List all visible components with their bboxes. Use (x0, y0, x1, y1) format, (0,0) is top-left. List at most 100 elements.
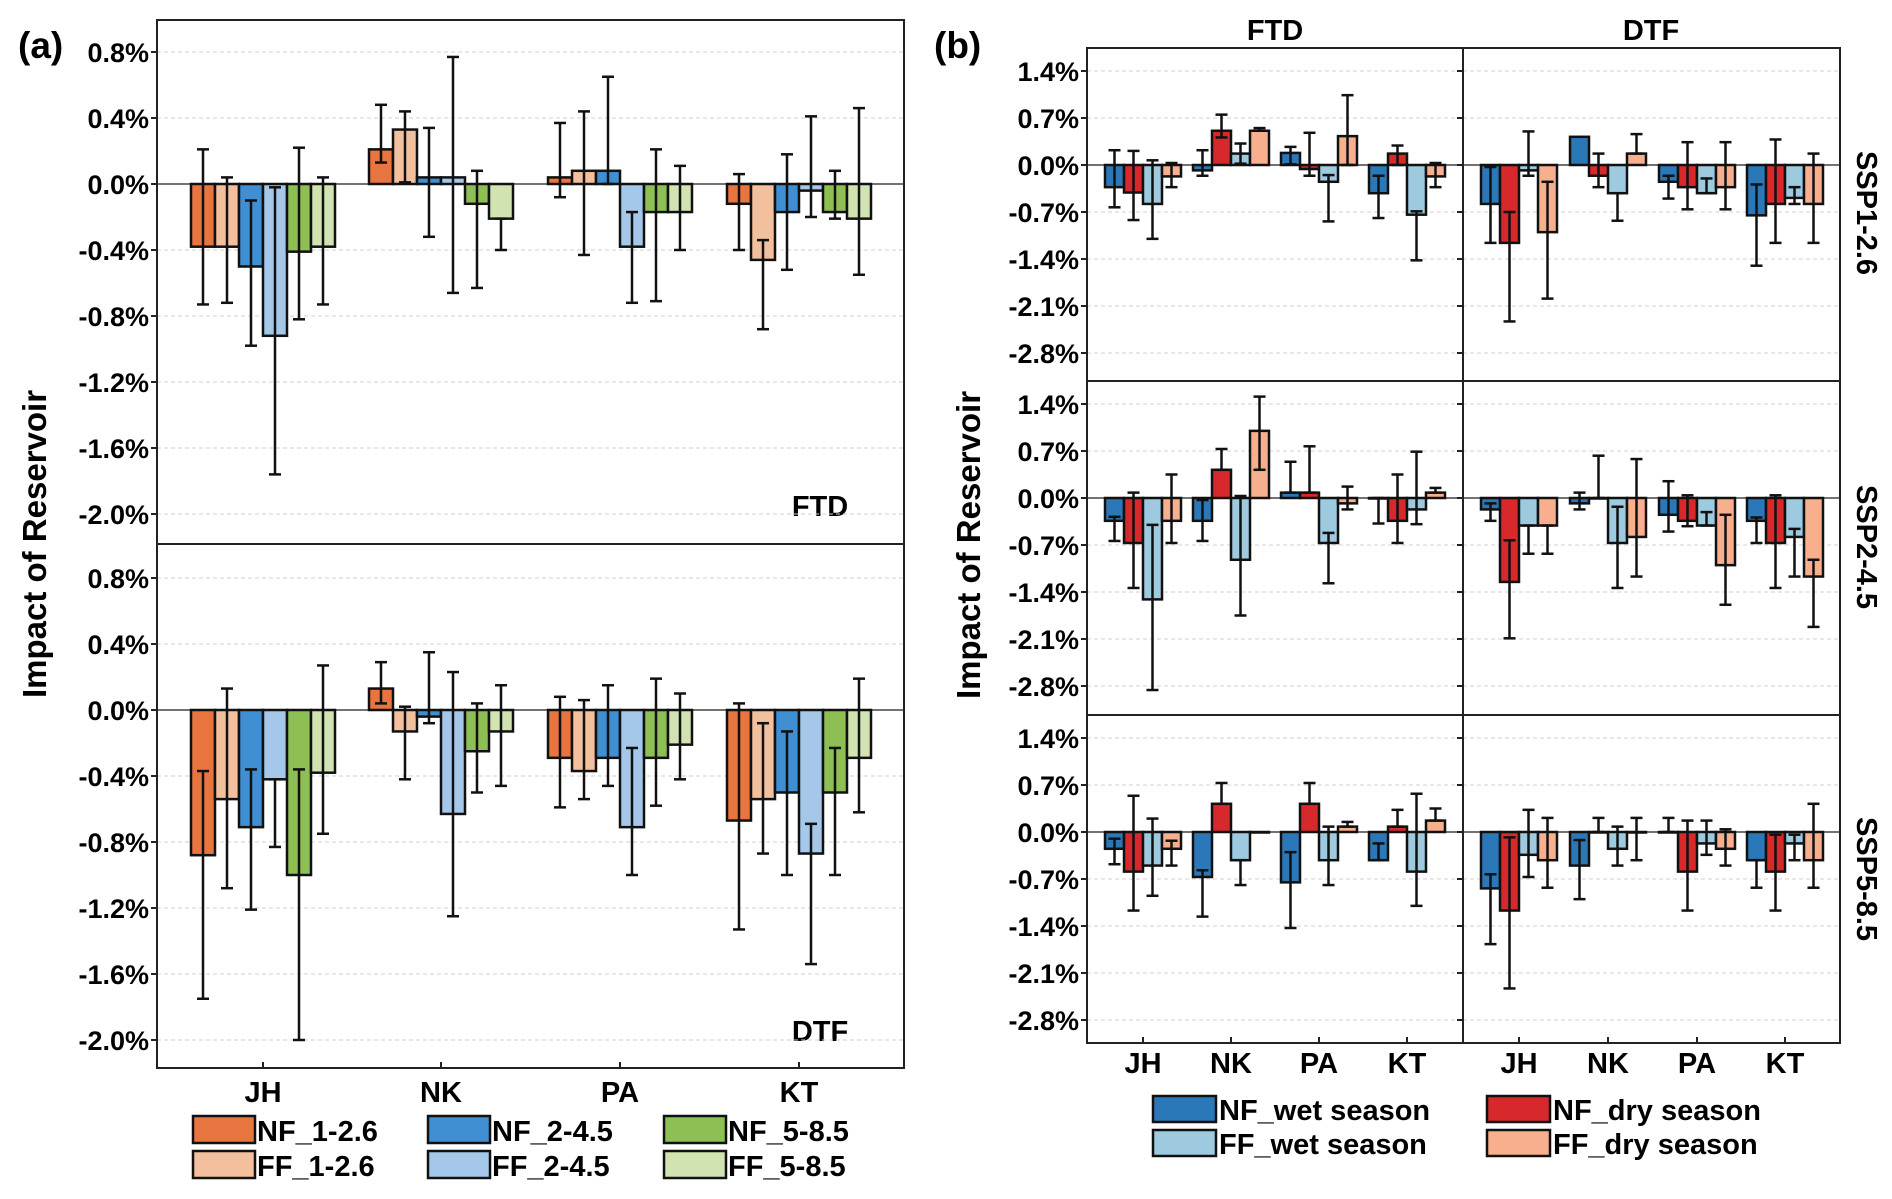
error-bar (197, 769, 209, 1000)
error-bar (1234, 858, 1247, 887)
subplot-dtf: 0.8% 0.4% 0.0% -0.4% -0.8% -1.2% -1.6% -2.0% (78, 564, 904, 1056)
legend-swatch-nf-dry (1485, 1094, 1552, 1124)
error-bar (733, 172, 745, 252)
error-bar (1611, 505, 1624, 590)
panel-b-row-title-ssp5: SSP5-8.5 (1850, 817, 1882, 941)
error-bar (1146, 817, 1159, 898)
error-bar (650, 148, 662, 303)
error-bar (650, 677, 662, 807)
error-bar (1700, 177, 1713, 195)
error-bar (1484, 165, 1497, 245)
legend-swatch-nf-1-2.6 (191, 1114, 257, 1145)
error-bar (602, 75, 614, 186)
error-bar (733, 702, 745, 931)
error-bar (554, 695, 566, 809)
y-tick-label: -0.7% (1008, 531, 1079, 561)
error-bar (1196, 869, 1209, 918)
error-bar (1662, 816, 1675, 834)
error-bar (626, 210, 638, 305)
bar (1536, 496, 1559, 527)
subplot-ftd: 0.8% 0.4% 0.0% -0.4% -0.8% -1.2% -1.6% -2.0% (78, 38, 904, 530)
error-bar (1391, 144, 1404, 167)
y-tick-label: 0.4% (87, 104, 149, 134)
y-tick-label: 0.0% (87, 170, 149, 200)
error-bar (423, 126, 435, 239)
y-tick-label: 0.4% (87, 630, 149, 660)
panel-a-ftd-label: FTD (792, 491, 848, 523)
y-tick-label: -2.8% (1008, 672, 1079, 702)
error-bar (447, 55, 459, 295)
y-tick-label: 1.4% (1017, 724, 1079, 754)
error-bar (829, 746, 841, 877)
legend-label: FF_wet season (1219, 1129, 1427, 1161)
legend-swatch-ff-5-8.5 (662, 1149, 728, 1180)
y-tick-label: -1.4% (1008, 245, 1079, 275)
error-bar (1234, 142, 1247, 165)
error-bar (1322, 173, 1335, 223)
bar (261, 708, 289, 781)
error-bar (1769, 494, 1782, 590)
error-bar (1196, 148, 1209, 177)
y-tick-label: -2.1% (1008, 292, 1079, 322)
y-tick-label: 0.0% (1017, 151, 1079, 181)
error-bar (1108, 837, 1121, 866)
panel-b-label: (b) (934, 25, 981, 66)
subplot-ssp5-8.5-dtf (1457, 737, 1840, 1021)
error-bar (1681, 140, 1694, 211)
error-bar (269, 778, 281, 849)
x-tick-label: JH (1500, 1048, 1537, 1080)
error-bar (1630, 816, 1643, 862)
error-bar (221, 687, 233, 890)
y-tick-label: -2.1% (1008, 959, 1079, 989)
legend-label: NF_5-8.5 (728, 1116, 849, 1148)
legend-label: NF_dry season (1553, 1095, 1761, 1127)
error-bar (1108, 515, 1121, 543)
x-tick-label: NK (1210, 1048, 1252, 1080)
error-bar (1503, 836, 1516, 990)
error-bar (1662, 174, 1675, 200)
y-tick-label: -1.4% (1008, 912, 1079, 942)
y-tick-label: 0.8% (87, 38, 149, 68)
error-bar (1484, 502, 1497, 523)
error-bar (674, 164, 686, 252)
legend-item: NF_2-4.5 (426, 1114, 613, 1148)
error-bar (1341, 93, 1354, 167)
legend-item: NF_1-2.6 (191, 1114, 378, 1148)
error-bar (554, 121, 566, 199)
error-bar (245, 768, 257, 911)
panel-a-y-axis-label: Impact of Reservoir (16, 390, 53, 698)
error-bar (1165, 473, 1178, 545)
error-bar (1303, 781, 1316, 806)
error-bar (1284, 460, 1297, 494)
error-bar (578, 110, 590, 257)
panel-b-plot-area: 1.4% 0.7% 0.0% -0.7% -1.4% -2.1% -2.8% 1.4% 0.7%… (1008, 47, 1841, 1080)
error-bar (1146, 159, 1159, 241)
error-bar (1719, 140, 1732, 211)
error-bar (1719, 513, 1732, 607)
legend-label: NF_2-4.5 (492, 1116, 613, 1148)
error-bar (1681, 494, 1694, 528)
bar (1517, 496, 1540, 527)
y-tick-label: -1.2% (78, 368, 149, 398)
panel-b-col-title-dtf: DTF (1623, 15, 1679, 47)
error-bar (399, 110, 411, 184)
y-tick-label: -1.2% (78, 894, 149, 924)
error-bar (1429, 486, 1442, 494)
bar (1745, 830, 1768, 862)
legend-swatch-ff-wet (1151, 1128, 1218, 1158)
error-bar (1592, 152, 1605, 189)
error-bar (471, 702, 483, 794)
error-bar (1410, 792, 1423, 908)
x-tick-label: PA (601, 1077, 639, 1109)
error-bar (1700, 819, 1713, 857)
error-bar (423, 651, 435, 725)
error-bar (626, 746, 638, 877)
error-bar (1592, 454, 1605, 500)
y-tick-label: -0.4% (78, 762, 149, 792)
error-bar (471, 169, 483, 290)
error-bar (1630, 457, 1643, 578)
error-bar (1341, 485, 1354, 511)
panel-b-row-title-ssp1: SSP1-2.6 (1850, 151, 1882, 275)
error-bar (1522, 130, 1535, 177)
panel-a-legend: NF_1-2.6 NF_2-4.5 NF_5-8.5 FF_1-2.6 FF_2… (191, 1114, 849, 1183)
